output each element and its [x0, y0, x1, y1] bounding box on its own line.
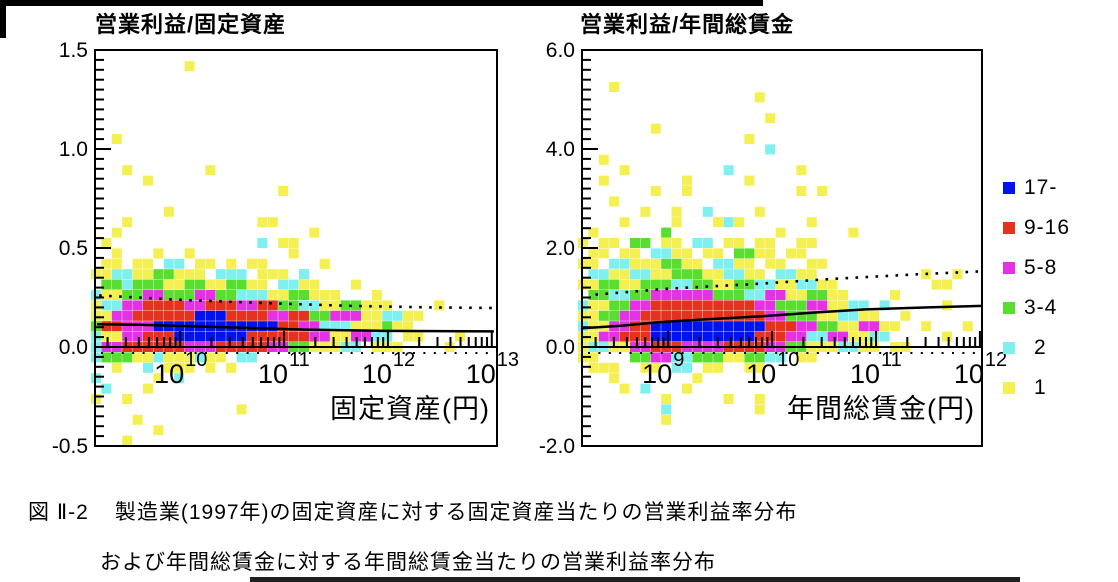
- caption-figure-number: 図 Ⅱ-2: [28, 501, 89, 524]
- svg-text:10: 10: [466, 359, 496, 389]
- legend-label: 5-8: [1024, 256, 1058, 279]
- bottom-border-bar: [250, 577, 1020, 582]
- figure-caption: 図 Ⅱ-2 製造業(1997年)の固定資産に対する固定資産当たりの営業利益率分布 …: [28, 496, 798, 576]
- caption-text-1: 製造業(1997年)の固定資産に対する固定資産当たりの営業利益率分布: [114, 501, 798, 524]
- legend-swatch-yellow: [1003, 382, 1015, 394]
- svg-text:4.0: 4.0: [546, 138, 575, 161]
- svg-text:11: 11: [881, 349, 902, 371]
- legend-item-17plus: 17-: [1003, 168, 1070, 208]
- svg-text:1.5: 1.5: [59, 39, 88, 62]
- legend-item-1: 1: [1003, 368, 1070, 408]
- svg-text:0.0: 0.0: [546, 336, 575, 359]
- svg-text:10: 10: [954, 359, 984, 389]
- svg-text:10: 10: [154, 359, 184, 389]
- svg-text:10: 10: [362, 359, 392, 389]
- x-axis-unit-label: 年間総賃金(円): [787, 394, 975, 424]
- svg-text:-2.0: -2.0: [539, 435, 575, 458]
- svg-text:12: 12: [393, 349, 415, 371]
- svg-text:13: 13: [497, 349, 519, 371]
- caption-text-2: および年間総賃金に対する年間総賃金当たりの営業利益率分布: [100, 551, 716, 574]
- legend-swatch-magenta: [1003, 262, 1015, 274]
- legend-swatch-red: [1003, 222, 1015, 234]
- legend-label: 9-16: [1024, 216, 1071, 239]
- svg-text:10: 10: [258, 359, 288, 389]
- left-border-strip: [0, 0, 6, 38]
- legend-swatch-blue: [1003, 182, 1015, 194]
- legend-item-9-16: 9-16: [1003, 208, 1070, 248]
- legend-item-5-8: 5-8: [1003, 248, 1070, 288]
- svg-text:1.0: 1.0: [59, 138, 88, 161]
- legend-item-2: 2: [1003, 328, 1070, 368]
- caption-line-1: 図 Ⅱ-2 製造業(1997年)の固定資産に対する固定資産当たりの営業利益率分布: [28, 496, 798, 526]
- legend-label: 2: [1034, 336, 1047, 359]
- legend-item-3-4: 3-4: [1003, 288, 1070, 328]
- svg-text:6.0: 6.0: [546, 39, 575, 62]
- svg-text:0.0: 0.0: [59, 336, 88, 359]
- svg-text:10: 10: [777, 349, 799, 371]
- legend-label: 17-: [1024, 176, 1058, 199]
- svg-text:12: 12: [985, 349, 1007, 371]
- legend-swatch-green: [1003, 302, 1015, 314]
- svg-text:-0.5: -0.5: [52, 435, 88, 458]
- svg-text:10: 10: [185, 349, 207, 371]
- right-plot-title: 営業利益/年間総賃金: [580, 12, 795, 37]
- svg-text:10: 10: [746, 359, 776, 389]
- legend-swatch-cyan: [1003, 342, 1015, 354]
- top-border-bar: [0, 0, 763, 6]
- legend-label: 3-4: [1024, 296, 1058, 319]
- scatter-plots-canvas: -0.50.00.51.01.510 10 10 11 10 12 10 13固定資産(円)-…: [52, 39, 1007, 458]
- x-axis-unit-label: 固定資産(円): [330, 394, 490, 424]
- svg-text:11: 11: [289, 349, 310, 371]
- svg-text:2.0: 2.0: [546, 237, 575, 260]
- legend-label: 1: [1034, 376, 1047, 399]
- svg-text:10: 10: [850, 359, 880, 389]
- svg-text:9: 9: [673, 349, 684, 371]
- left-plot-title: 営業利益/固定資産: [95, 12, 287, 37]
- legend: 17- 9-16 5-8 3-4 2 1: [1003, 168, 1070, 408]
- svg-text:10: 10: [642, 359, 672, 389]
- svg-text:0.5: 0.5: [59, 237, 88, 260]
